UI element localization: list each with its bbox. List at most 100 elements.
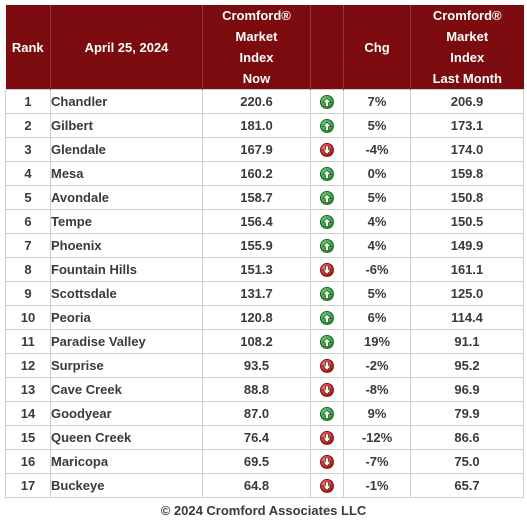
arrow-up-icon: [320, 95, 334, 110]
index-last-month-cell: 174.0: [410, 137, 524, 162]
trend-arrow-cell: [310, 329, 344, 354]
table-row: 10 Peoria 120.8 6% 114.4: [5, 305, 524, 330]
arrow-down-icon: [320, 455, 334, 470]
index-last-month-cell: 150.8: [410, 185, 524, 210]
table-row: 1 Chandler 220.6 7% 206.9: [5, 89, 524, 114]
trend-arrow-cell: [310, 305, 344, 330]
change-cell: -6%: [343, 257, 411, 282]
trend-arrow-cell: [310, 425, 344, 450]
chg-header: Chg: [343, 5, 411, 90]
table-row: 4 Mesa 160.2 0% 159.8: [5, 161, 524, 186]
city-cell: Fountain Hills: [50, 257, 203, 282]
rank-cell: 3: [5, 137, 51, 162]
arrow-down-icon: [320, 359, 334, 374]
rank-cell: 13: [5, 377, 51, 402]
arrow-up-icon: [320, 311, 334, 326]
index-last-month-cell: 86.6: [410, 425, 524, 450]
change-cell: -8%: [343, 377, 411, 402]
index-now-cell: 131.7: [202, 281, 311, 306]
date-header: April 25, 2024: [50, 5, 203, 90]
trend-arrow-cell: [310, 185, 344, 210]
index-last-header-line: Cromford®: [432, 8, 502, 23]
rank-cell: 6: [5, 209, 51, 234]
rank-cell: 14: [5, 401, 51, 426]
index-now-cell: 64.8: [202, 473, 311, 498]
trend-arrow-cell: [310, 449, 344, 474]
index-last-month-cell: 75.0: [410, 449, 524, 474]
index-last-month-cell: 95.2: [410, 353, 524, 378]
copyright-footer: © 2024 Cromford Associates LLC: [160, 503, 367, 518]
arrow-up-icon: [320, 287, 334, 302]
table-row: 15 Queen Creek 76.4 -12% 86.6: [5, 425, 524, 450]
trend-arrow-cell: [310, 281, 344, 306]
trend-arrow-cell: [310, 473, 344, 498]
table-row: 7 Phoenix 155.9 4% 149.9: [5, 233, 524, 258]
trend-arrow-cell: [310, 161, 344, 186]
index-last-header-line: Index: [450, 50, 485, 65]
rank-header: Rank: [5, 5, 51, 90]
index-now-header: Cromford® Market Index Now: [202, 5, 311, 90]
arrow-up-icon: [320, 239, 334, 254]
table-row: 6 Tempe 156.4 4% 150.5: [5, 209, 524, 234]
city-cell: Buckeye: [50, 473, 203, 498]
index-last-month-cell: 159.8: [410, 161, 524, 186]
arrow-up-icon: [320, 191, 334, 206]
city-cell: Mesa: [50, 161, 203, 186]
index-now-header-line: Market: [235, 29, 278, 44]
arrow-down-icon: [320, 263, 334, 278]
city-cell: Queen Creek: [50, 425, 203, 450]
arrow-up-icon: [320, 407, 334, 422]
index-now-cell: 181.0: [202, 113, 311, 138]
city-cell: Glendale: [50, 137, 203, 162]
table-row: 11 Paradise Valley 108.2 19% 91.1: [5, 329, 524, 354]
rank-cell: 10: [5, 305, 51, 330]
table-row: 16 Maricopa 69.5 -7% 75.0: [5, 449, 524, 474]
rank-cell: 12: [5, 353, 51, 378]
rank-cell: 2: [5, 113, 51, 138]
index-last-month-cell: 114.4: [410, 305, 524, 330]
trend-arrow-cell: [310, 401, 344, 426]
rank-cell: 9: [5, 281, 51, 306]
change-cell: -12%: [343, 425, 411, 450]
index-last-month-cell: 79.9: [410, 401, 524, 426]
index-now-cell: 120.8: [202, 305, 311, 330]
arrow-down-icon: [320, 479, 334, 494]
trend-arrow-cell: [310, 89, 344, 114]
change-cell: -7%: [343, 449, 411, 474]
arrow-down-icon: [320, 431, 334, 446]
city-cell: Surprise: [50, 353, 203, 378]
change-cell: 5%: [343, 185, 411, 210]
arrow-down-icon: [320, 143, 334, 158]
index-now-cell: 160.2: [202, 161, 311, 186]
trend-arrow-cell: [310, 257, 344, 282]
index-last-month-cell: 161.1: [410, 257, 524, 282]
table-row: 14 Goodyear 87.0 9% 79.9: [5, 401, 524, 426]
rank-cell: 5: [5, 185, 51, 210]
table-row: 2 Gilbert 181.0 5% 173.1: [5, 113, 524, 138]
table-row: 3 Glendale 167.9 -4% 174.0: [5, 137, 524, 162]
trend-arrow-cell: [310, 113, 344, 138]
table-body: 1 Chandler 220.6 7% 206.9 2 Gilbert 181.0 5% 173.…: [5, 89, 524, 498]
table-row: 12 Surprise 93.5 -2% 95.2: [5, 353, 524, 378]
rank-cell: 11: [5, 329, 51, 354]
market-index-table: Rank April 25, 2024 Cromford® Market Ind…: [5, 5, 524, 498]
city-cell: Avondale: [50, 185, 203, 210]
index-last-month-cell: 91.1: [410, 329, 524, 354]
trend-arrow-cell: [310, 209, 344, 234]
index-now-header-line: Cromford®: [222, 8, 291, 23]
city-cell: Goodyear: [50, 401, 203, 426]
city-cell: Paradise Valley: [50, 329, 203, 354]
index-now-cell: 167.9: [202, 137, 311, 162]
index-last-month-cell: 65.7: [410, 473, 524, 498]
change-cell: 4%: [343, 233, 411, 258]
change-cell: -2%: [343, 353, 411, 378]
change-cell: -4%: [343, 137, 411, 162]
trend-arrow-cell: [310, 353, 344, 378]
index-now-cell: 88.8: [202, 377, 311, 402]
table-row: 13 Cave Creek 88.8 -8% 96.9: [5, 377, 524, 402]
arrow-header: [310, 5, 344, 90]
arrow-up-icon: [320, 167, 334, 182]
city-cell: Gilbert: [50, 113, 203, 138]
index-last-month-header: Cromford® Market Index Last Month: [410, 5, 524, 90]
arrow-down-icon: [320, 383, 334, 398]
